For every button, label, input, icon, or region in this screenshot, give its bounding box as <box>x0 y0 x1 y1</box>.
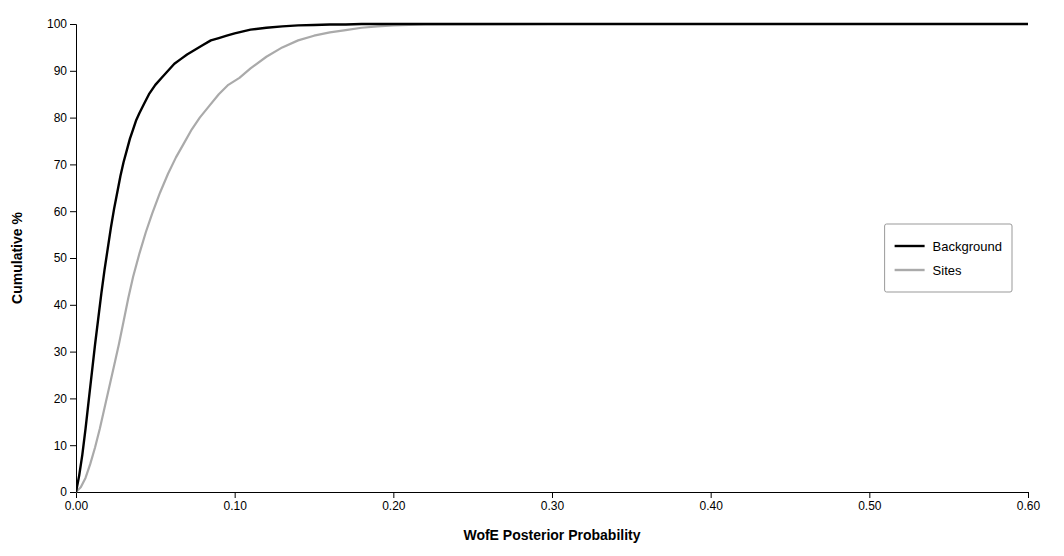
x-tick: 0.50 <box>858 492 882 513</box>
y-tick: 30 <box>54 345 76 359</box>
legend-frame <box>885 224 1012 292</box>
plot: 0.00 0.10 0.20 0.30 0.40 0.50 0.60 0 10 20 30 40 50 6… <box>47 17 1041 512</box>
y-tick: 40 <box>54 298 76 312</box>
x-tick-mark <box>552 492 553 498</box>
x-tick-mark <box>1028 492 1029 498</box>
y-tick-label: 40 <box>54 298 68 312</box>
x-tick-label: 0.20 <box>382 499 406 513</box>
x-tick-label: 0.10 <box>223 499 247 513</box>
y-tick-label: 50 <box>54 251 68 265</box>
x-axis-line <box>77 493 1029 499</box>
y-tick-mark <box>70 164 76 165</box>
y-tick-label: 80 <box>54 111 68 125</box>
x-tick-label: 0.60 <box>1017 499 1041 513</box>
x-tick-mark <box>869 492 870 498</box>
x-tick: 0.10 <box>223 492 247 513</box>
y-axis: 0 10 20 30 40 50 60 70 80 90 100 <box>47 17 77 499</box>
y-tick-mark <box>70 445 76 446</box>
x-tick: 0.30 <box>541 492 565 513</box>
x-tick: 0.60 <box>1017 492 1041 513</box>
legend-swatch <box>895 245 925 247</box>
x-tick-label: 0.50 <box>858 499 882 513</box>
y-tick: 90 <box>54 64 76 78</box>
series-line <box>76 24 1028 492</box>
x-tick-mark <box>393 492 394 498</box>
y-tick-mark <box>70 352 76 353</box>
y-tick-label: 60 <box>54 205 68 219</box>
x-tick-label: 0.40 <box>699 499 723 513</box>
y-tick: 0 <box>60 485 76 499</box>
y-tick-mark <box>70 118 76 119</box>
y-axis-title: Cumulative % <box>9 212 25 304</box>
y-tick-mark <box>70 258 76 259</box>
legend-swatch <box>895 269 925 271</box>
y-tick-label: 30 <box>54 345 68 359</box>
y-tick-label: 0 <box>60 485 67 499</box>
x-tick: 0.20 <box>382 492 406 513</box>
y-tick: 70 <box>54 158 76 172</box>
legend-label: Sites <box>933 263 962 278</box>
y-tick-mark <box>70 305 76 306</box>
chart: 0.00 0.10 0.20 0.30 0.40 0.50 0.60 0 10 20 30 40 50 6… <box>0 0 1064 556</box>
x-tick: 0.00 <box>65 492 89 513</box>
y-axis-line <box>70 25 77 493</box>
y-tick-label: 70 <box>54 158 68 172</box>
y-tick-mark <box>70 492 76 493</box>
series-line <box>76 24 1028 492</box>
x-tick-mark <box>711 492 712 498</box>
y-tick-label: 10 <box>54 439 68 453</box>
y-tick: 100 <box>47 17 76 31</box>
y-tick: 60 <box>54 205 76 219</box>
legend-label: Background <box>933 239 1002 254</box>
y-tick-mark <box>70 211 76 212</box>
y-tick-mark <box>70 71 76 72</box>
y-tick: 10 <box>54 439 76 453</box>
x-tick-mark <box>235 492 236 498</box>
x-axis: 0.00 0.10 0.20 0.30 0.40 0.50 0.60 <box>65 492 1041 513</box>
x-axis-title: WofE Posterior Probability <box>463 527 640 543</box>
y-tick-label: 20 <box>54 392 68 406</box>
x-tick: 0.40 <box>699 492 723 513</box>
legend: Background Sites <box>885 224 1012 292</box>
x-tick-label: 0.30 <box>541 499 565 513</box>
y-tick: 80 <box>54 111 76 125</box>
y-tick: 20 <box>54 392 76 406</box>
y-tick-mark <box>70 24 76 25</box>
y-tick: 50 <box>54 251 76 265</box>
legend-item: Background <box>895 239 1002 254</box>
y-tick-label: 90 <box>54 64 68 78</box>
x-tick-label: 0.00 <box>65 499 89 513</box>
y-tick-mark <box>70 398 76 399</box>
legend-item: Sites <box>895 263 962 278</box>
y-tick-label: 100 <box>47 17 67 31</box>
lines <box>76 24 1028 492</box>
